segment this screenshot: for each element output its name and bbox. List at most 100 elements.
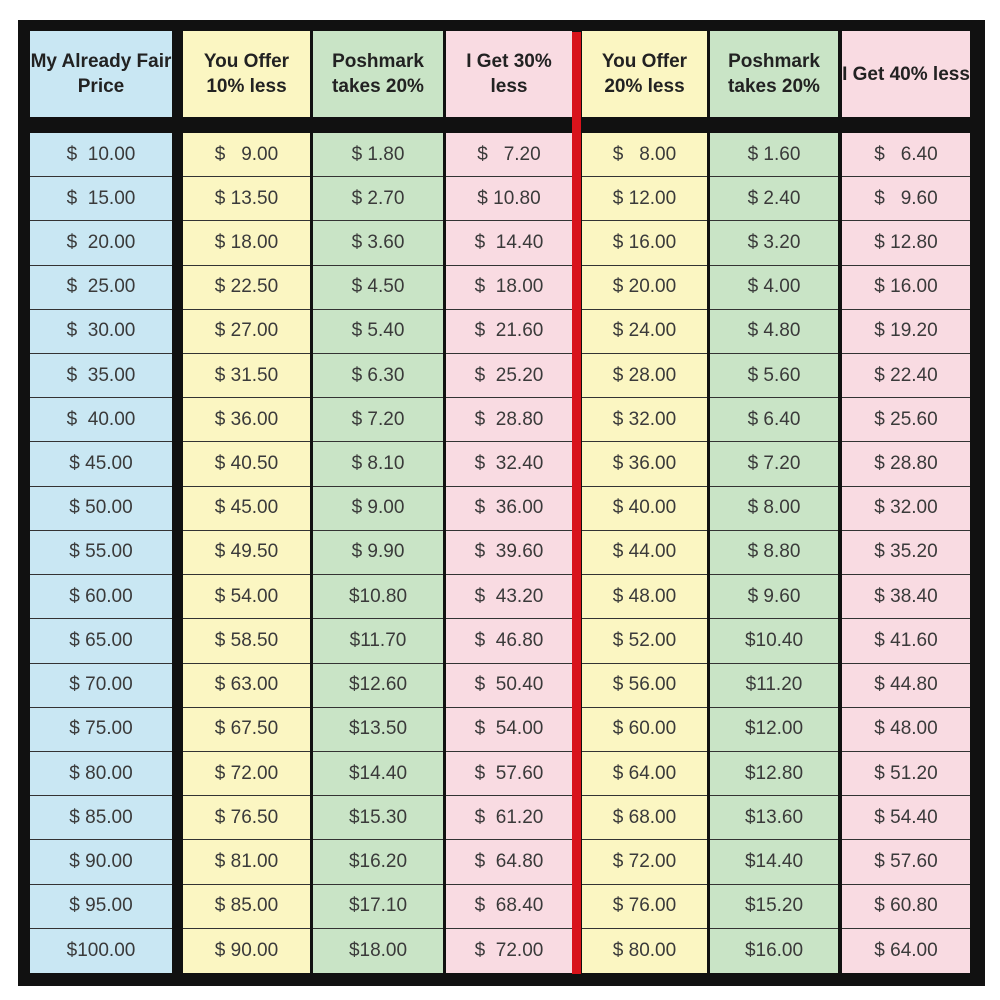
header-fair-price: My Already Fair Price: [30, 31, 172, 117]
cell-offer-20: $ 68.00: [582, 796, 707, 841]
cell-fair-price: $ 40.00: [30, 398, 172, 443]
header-i-get-40: I Get 40% less: [842, 31, 970, 117]
cell-offer-20: $ 76.00: [582, 884, 707, 929]
cell-i-get-30: $ 57.60: [446, 751, 572, 797]
cell-poshmark-fee-20: $ 8.80: [710, 530, 838, 576]
cell-poshmark-fee-10: $13.50: [313, 707, 443, 752]
cell-poshmark-fee-20: $15.20: [710, 884, 838, 929]
cell-fair-price: $100.00: [30, 928, 172, 973]
cell-i-get-30: $ 28.80: [446, 398, 572, 443]
cell-poshmark-fee-20: $ 5.60: [710, 354, 838, 399]
cell-offer-20: $ 52.00: [582, 619, 707, 664]
cell-poshmark-fee-20: $ 8.00: [710, 486, 838, 531]
cell-poshmark-fee-10: $ 2.70: [313, 177, 443, 222]
cell-offer-20: $ 12.00: [582, 177, 707, 222]
cell-fair-price: $ 70.00: [30, 663, 172, 708]
cell-i-get-30: $ 10.80: [446, 177, 572, 222]
cell-poshmark-fee-20: $ 3.20: [710, 221, 838, 266]
cell-fair-price: $ 20.00: [30, 221, 172, 266]
cell-poshmark-fee-10: $ 6.30: [313, 354, 443, 399]
cell-poshmark-fee-10: $16.20: [313, 840, 443, 885]
cell-poshmark-fee-20: $16.00: [710, 928, 838, 973]
cell-fair-price: $ 25.00: [30, 265, 172, 310]
cell-offer-10: $ 45.00: [183, 486, 310, 531]
cell-i-get-40: $ 16.00: [842, 265, 970, 310]
cell-fair-price: $ 50.00: [30, 486, 172, 531]
cell-i-get-40: $ 51.20: [842, 751, 970, 797]
cell-i-get-40: $ 19.20: [842, 309, 970, 355]
cell-i-get-40: $ 38.40: [842, 575, 970, 620]
cell-poshmark-fee-10: $17.10: [313, 884, 443, 929]
cell-poshmark-fee-20: $12.80: [710, 751, 838, 797]
cell-poshmark-fee-20: $10.40: [710, 619, 838, 664]
cell-offer-10: $ 76.50: [183, 796, 310, 841]
cell-i-get-40: $ 44.80: [842, 663, 970, 708]
cell-offer-20: $ 36.00: [582, 442, 707, 487]
header-offer-10: You Offer 10% less: [183, 31, 310, 117]
cell-fair-price: $ 55.00: [30, 530, 172, 576]
cell-i-get-30: $ 36.00: [446, 486, 572, 531]
cell-offer-20: $ 24.00: [582, 309, 707, 355]
cell-poshmark-fee-20: $11.20: [710, 663, 838, 708]
cell-fair-price: $ 15.00: [30, 177, 172, 222]
cell-fair-price: $ 85.00: [30, 796, 172, 841]
cell-i-get-40: $ 64.00: [842, 928, 970, 973]
cell-poshmark-fee-10: $ 4.50: [313, 265, 443, 310]
cell-offer-10: $ 27.00: [183, 309, 310, 355]
cell-offer-10: $ 31.50: [183, 354, 310, 399]
cell-offer-10: $ 67.50: [183, 707, 310, 752]
cell-poshmark-fee-20: $13.60: [710, 796, 838, 841]
cell-i-get-40: $ 12.80: [842, 221, 970, 266]
cell-offer-10: $ 13.50: [183, 177, 310, 222]
cell-i-get-30: $ 50.40: [446, 663, 572, 708]
cell-offer-10: $ 90.00: [183, 928, 310, 973]
cell-offer-20: $ 8.00: [582, 133, 707, 178]
red-divider-line: [572, 32, 581, 974]
header-poshmark-fee-10: Poshmark takes 20%: [313, 31, 443, 117]
cell-i-get-40: $ 54.40: [842, 796, 970, 841]
cell-poshmark-fee-20: $ 4.00: [710, 265, 838, 310]
cell-i-get-30: $ 14.40: [446, 221, 572, 266]
cell-offer-10: $ 81.00: [183, 840, 310, 885]
cell-offer-20: $ 28.00: [582, 354, 707, 399]
cell-i-get-40: $ 25.60: [842, 398, 970, 443]
cell-offer-10: $ 72.00: [183, 751, 310, 797]
cell-poshmark-fee-20: $ 4.80: [710, 309, 838, 355]
cell-poshmark-fee-10: $ 8.10: [313, 442, 443, 487]
cell-offer-10: $ 18.00: [183, 221, 310, 266]
cell-fair-price: $ 10.00: [30, 133, 172, 178]
cell-i-get-40: $ 60.80: [842, 884, 970, 929]
cell-poshmark-fee-20: $ 2.40: [710, 177, 838, 222]
cell-poshmark-fee-10: $ 5.40: [313, 309, 443, 355]
cell-i-get-40: $ 28.80: [842, 442, 970, 487]
cell-i-get-40: $ 48.00: [842, 707, 970, 752]
cell-offer-20: $ 48.00: [582, 575, 707, 620]
cell-poshmark-fee-20: $ 6.40: [710, 398, 838, 443]
cell-poshmark-fee-20: $ 1.60: [710, 133, 838, 178]
header-offer-20: You Offer 20% less: [582, 31, 707, 117]
cell-i-get-30: $ 32.40: [446, 442, 572, 487]
cell-poshmark-fee-10: $18.00: [313, 928, 443, 973]
cell-offer-20: $ 72.00: [582, 840, 707, 885]
cell-i-get-40: $ 35.20: [842, 530, 970, 576]
cell-fair-price: $ 75.00: [30, 707, 172, 752]
cell-i-get-40: $ 22.40: [842, 354, 970, 399]
cell-poshmark-fee-10: $ 1.80: [313, 133, 443, 178]
cell-fair-price: $ 30.00: [30, 309, 172, 355]
cell-poshmark-fee-10: $ 9.90: [313, 530, 443, 576]
cell-offer-10: $ 36.00: [183, 398, 310, 443]
cell-i-get-30: $ 43.20: [446, 575, 572, 620]
cell-offer-20: $ 60.00: [582, 707, 707, 752]
cell-poshmark-fee-10: $ 3.60: [313, 221, 443, 266]
cell-i-get-30: $ 21.60: [446, 309, 572, 355]
cell-offer-20: $ 32.00: [582, 398, 707, 443]
cell-offer-10: $ 54.00: [183, 575, 310, 620]
cell-offer-10: $ 63.00: [183, 663, 310, 708]
cell-poshmark-fee-10: $11.70: [313, 619, 443, 664]
cell-i-get-40: $ 41.60: [842, 619, 970, 664]
cell-i-get-40: $ 32.00: [842, 486, 970, 531]
cell-offer-20: $ 16.00: [582, 221, 707, 266]
header-poshmark-fee-20: Poshmark takes 20%: [710, 31, 838, 117]
cell-poshmark-fee-10: $ 9.00: [313, 486, 443, 531]
cell-i-get-40: $ 6.40: [842, 133, 970, 178]
